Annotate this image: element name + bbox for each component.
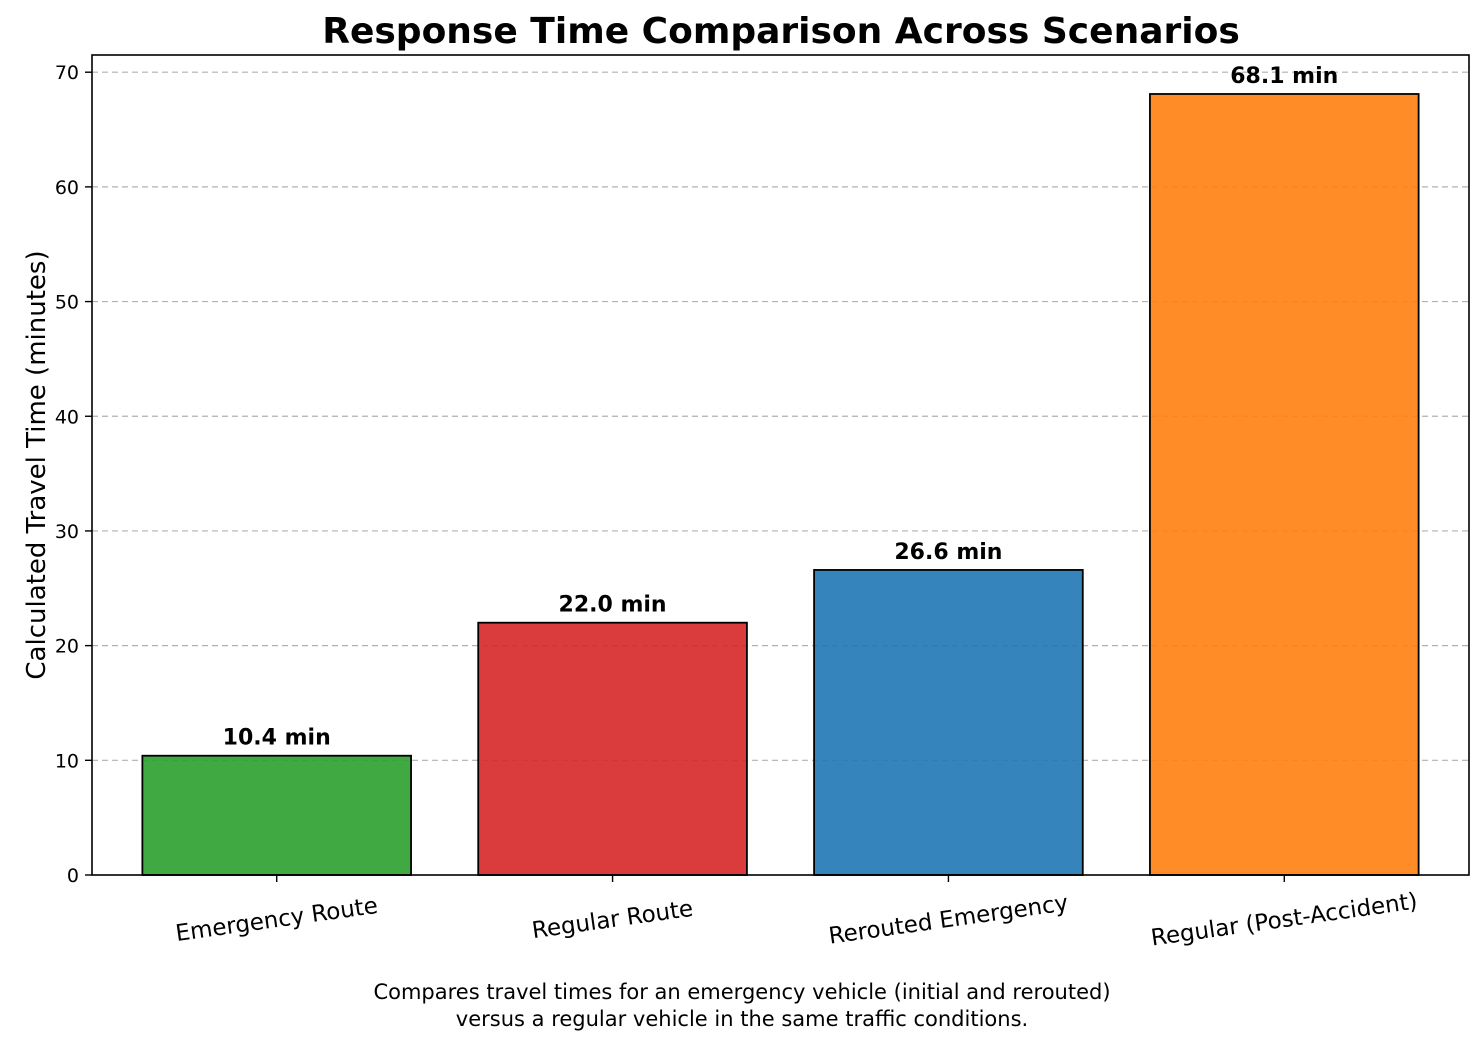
y-tick-label: 10	[55, 750, 79, 772]
bar-value-label: 22.0 min	[559, 593, 667, 618]
y-tick-label: 0	[67, 865, 79, 887]
y-tick-label: 20	[55, 636, 79, 658]
y-tick-label: 40	[55, 406, 79, 428]
bar	[477, 621, 748, 876]
caption-line-1: Compares travel times for an emergency v…	[373, 980, 1111, 1004]
bar-value-label: 68.1 min	[1230, 64, 1338, 89]
chart-title: Response Time Comparison Across Scenario…	[322, 11, 1240, 52]
y-axis-label: Calculated Travel Time (minutes)	[22, 250, 52, 679]
x-axis-ticks: Emergency Route Regular Route Rerouted Eme…	[174, 875, 1419, 952]
bar	[141, 754, 412, 876]
x-tick-label: Emergency Route	[174, 893, 379, 947]
y-tick-label: 30	[55, 521, 79, 543]
bar-value-label: 26.6 min	[894, 540, 1002, 565]
y-axis-ticks: 0 10 20 30 40 50 60 70	[55, 62, 92, 887]
plot-frame	[91, 54, 1470, 876]
y-tick-label: 50	[55, 292, 79, 314]
y-tick-label: 60	[55, 177, 79, 199]
x-tick-label: Rerouted Emergency	[827, 890, 1070, 949]
bar	[813, 569, 1084, 876]
bar	[1149, 93, 1420, 876]
x-tick-label: Regular Route	[530, 896, 694, 944]
bars	[141, 93, 1420, 876]
caption-line-2: versus a regular vehicle in the same tra…	[455, 1007, 1029, 1031]
value-labels: 10.4 min 22.0 min 26.6 min 68.1 min	[223, 64, 1339, 751]
bar-value-label: 10.4 min	[223, 726, 331, 751]
y-tick-label: 70	[55, 62, 79, 84]
x-tick-label: Regular (Post-Accident)	[1149, 888, 1419, 951]
